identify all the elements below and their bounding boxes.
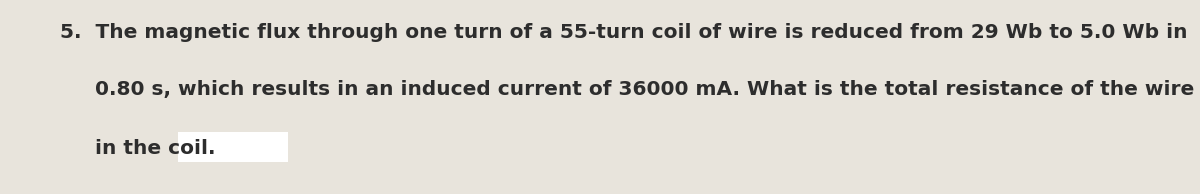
Bar: [178, 132, 288, 162]
Text: 5.  The magnetic flux through one turn of a 55-turn coil of wire is reduced from: 5. The magnetic flux through one turn of…: [60, 23, 1188, 42]
Text: in the coil.: in the coil.: [60, 139, 216, 158]
Text: 0.80 s, which results in an induced current of 36000 mA. What is the total resis: 0.80 s, which results in an induced curr…: [60, 81, 1194, 100]
